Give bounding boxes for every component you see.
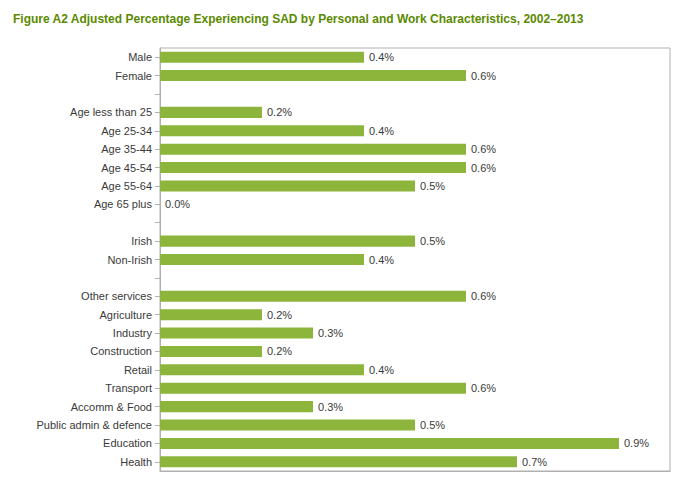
svg-text:0.3%: 0.3% (318, 401, 343, 413)
svg-text:0.6%: 0.6% (471, 143, 496, 155)
svg-text:Irish: Irish (131, 235, 152, 247)
svg-text:0.6%: 0.6% (471, 70, 496, 82)
svg-text:Other services: Other services (81, 290, 152, 302)
svg-text:0.4%: 0.4% (369, 254, 394, 266)
svg-text:Public admin & defence: Public admin & defence (36, 419, 152, 431)
svg-text:Health: Health (120, 456, 152, 468)
svg-text:0.4%: 0.4% (369, 51, 394, 63)
svg-text:Non-Irish: Non-Irish (107, 254, 152, 266)
svg-text:Age less than 25: Age less than 25 (70, 106, 152, 118)
svg-text:0.6%: 0.6% (471, 290, 496, 302)
svg-text:Retail: Retail (124, 364, 152, 376)
svg-text:Female: Female (115, 70, 152, 82)
svg-text:0.2%: 0.2% (267, 106, 292, 118)
svg-text:0.6%: 0.6% (471, 162, 496, 174)
svg-text:Construction: Construction (90, 345, 152, 357)
svg-text:Male: Male (128, 51, 152, 63)
svg-text:0.5%: 0.5% (420, 180, 445, 192)
svg-text:0.7%: 0.7% (522, 456, 547, 468)
svg-text:0.4%: 0.4% (369, 125, 394, 137)
svg-text:Agriculture: Agriculture (99, 309, 152, 321)
svg-text:Industry: Industry (113, 327, 153, 339)
svg-text:Education: Education (103, 437, 152, 449)
svg-text:Figure A2 Adjusted Percentage: Figure A2 Adjusted Percentage Experienci… (13, 12, 584, 26)
svg-text:Age 65 plus: Age 65 plus (94, 198, 153, 210)
svg-text:Age 55-64: Age 55-64 (101, 180, 152, 192)
svg-text:0.5%: 0.5% (420, 419, 445, 431)
svg-text:0.2%: 0.2% (267, 345, 292, 357)
svg-text:Age 35-44: Age 35-44 (101, 143, 152, 155)
svg-text:Accomm & Food: Accomm & Food (71, 401, 152, 413)
svg-text:Age 25-34: Age 25-34 (101, 125, 152, 137)
svg-text:0.5%: 0.5% (420, 235, 445, 247)
svg-text:0.9%: 0.9% (624, 437, 649, 449)
svg-text:0.6%: 0.6% (471, 382, 496, 394)
svg-text:Transport: Transport (105, 382, 152, 394)
svg-text:0.4%: 0.4% (369, 364, 394, 376)
svg-text:Age 45-54: Age 45-54 (101, 162, 152, 174)
svg-text:0.0%: 0.0% (165, 198, 190, 210)
svg-text:0.2%: 0.2% (267, 309, 292, 321)
svg-text:0.3%: 0.3% (318, 327, 343, 339)
